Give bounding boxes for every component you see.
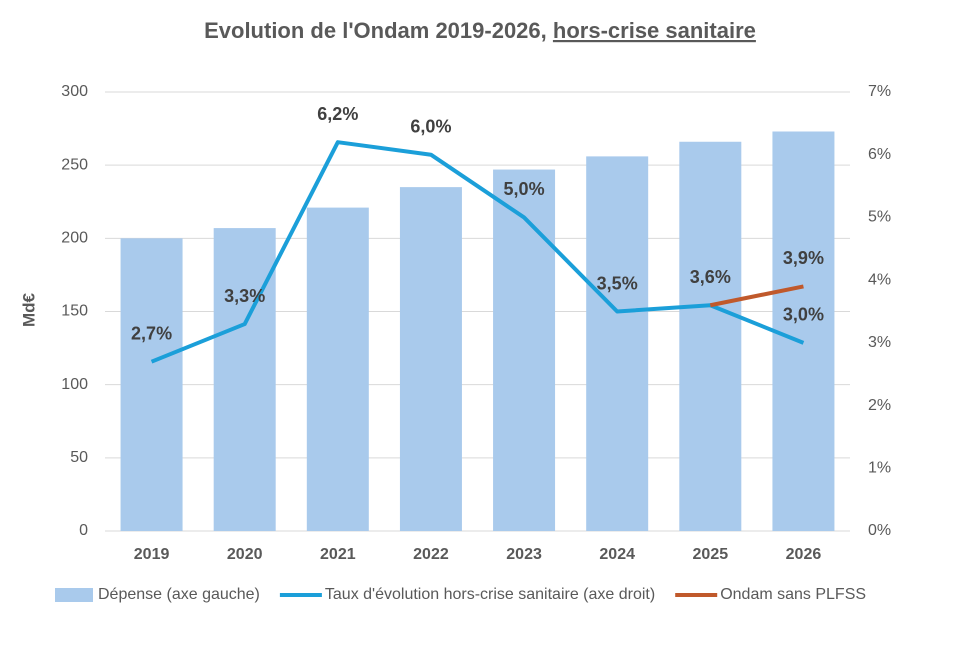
y-tick-label: 0 [79, 522, 88, 539]
y-tick-label: 300 [61, 83, 88, 100]
y-tick-label: 250 [61, 156, 88, 173]
bar [399, 187, 462, 531]
line [150, 140, 805, 364]
legend-label: Ondam sans PLFSS [720, 586, 866, 603]
y2-tick-label: 0% [868, 522, 891, 539]
chart-title: Evolution de l'Ondam 2019-2026, hors-cri… [204, 18, 756, 43]
bar [679, 141, 742, 531]
data-label: 6,2% [317, 104, 358, 124]
x-tick-label: 2021 [320, 546, 356, 563]
y2-tick-label: 3% [868, 334, 891, 351]
legend-swatch [55, 588, 93, 602]
data-label: 3,9% [783, 248, 824, 268]
legend-label: Dépense (axe gauche) [98, 586, 260, 603]
y2-tick-label: 5% [868, 209, 891, 226]
x-tick-label: 2019 [134, 546, 170, 563]
data-label: 3,0% [783, 305, 824, 325]
y-tick-label: 100 [61, 376, 88, 393]
x-tick-label: 2024 [599, 546, 635, 563]
y-tick-label: 150 [61, 303, 88, 320]
y-tick-label: 200 [61, 230, 88, 247]
x-tick-label: 2020 [227, 546, 263, 563]
x-tick-label: 2026 [786, 546, 822, 563]
y2-tick-label: 1% [868, 460, 891, 477]
data-label: 3,6% [690, 267, 731, 287]
data-label: 3,3% [224, 286, 265, 306]
x-tick-label: 2025 [693, 546, 729, 563]
x-tick-label: 2022 [413, 546, 449, 563]
bar [120, 238, 183, 532]
title-part: Evolution de l'Ondam 2019-2026, [204, 18, 547, 43]
title-emphasis: hors-crise sanitaire [553, 18, 756, 43]
data-label: 3,5% [597, 273, 638, 293]
bar [493, 169, 556, 531]
y2-tick-label: 7% [868, 83, 891, 100]
bar [306, 207, 369, 531]
x-tick-label: 2023 [506, 546, 542, 563]
legend-label: Taux d'évolution hors-crise sanitaire (a… [325, 586, 655, 603]
y-tick-label: 50 [70, 449, 88, 466]
y2-tick-label: 4% [868, 271, 891, 288]
bar [586, 156, 649, 532]
data-label: 6,0% [410, 116, 451, 136]
y-axis-label: Md€ [19, 292, 38, 327]
bar [772, 131, 835, 531]
data-label: 5,0% [504, 179, 545, 199]
y2-tick-label: 2% [868, 397, 891, 414]
y2-tick-label: 6% [868, 146, 891, 163]
line [709, 284, 804, 308]
bar [213, 228, 276, 531]
data-label: 2,7% [131, 323, 172, 343]
